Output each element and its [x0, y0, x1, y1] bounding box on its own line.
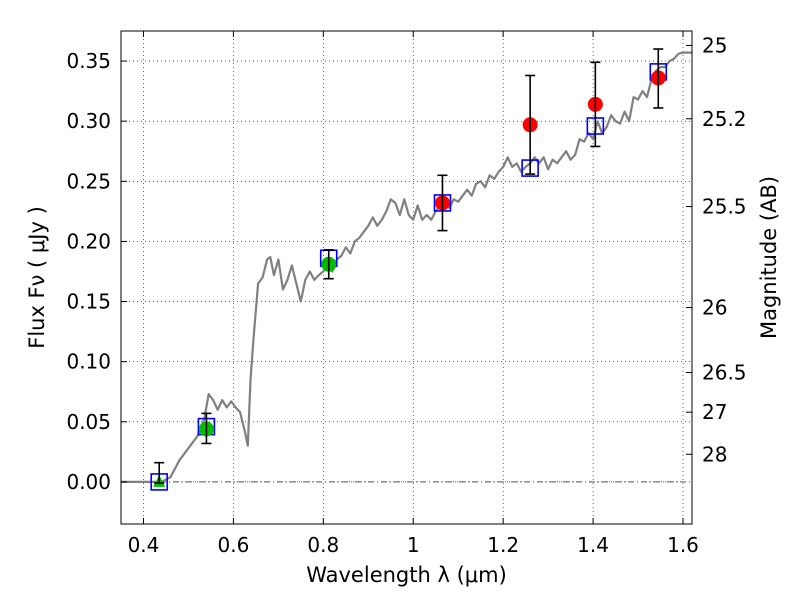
y2-tick-label: 25.2 [702, 107, 747, 131]
y2-tick-label: 25 [702, 33, 727, 57]
error-bar [590, 61, 601, 148]
model-spectrum-line [121, 51, 692, 483]
y-axis-label: Flux Fν ( μJy ) [25, 206, 49, 349]
y2-axis-label: Magnitude (AB) [757, 176, 781, 339]
error-bar [323, 249, 334, 280]
plot-frame [120, 30, 693, 525]
x-axis-label: Wavelength λ (μm) [306, 563, 507, 587]
y-tick-label: 0.30 [66, 109, 111, 133]
y-tick-label: 0.15 [66, 290, 111, 314]
error-bar [201, 412, 212, 445]
x-tick-label: 1 [407, 533, 420, 557]
y-tick-label: 0.25 [66, 169, 111, 193]
y2-tick-label: 28 [702, 442, 727, 466]
error-bar [525, 74, 536, 175]
y-tick-label: 0.10 [66, 350, 111, 374]
y-tick-label: 0.20 [66, 229, 111, 253]
error-bar [154, 461, 165, 484]
x-tick-label: 1.4 [577, 533, 609, 557]
y2-tick-label: 26.5 [702, 360, 747, 384]
x-tick-label: 1.6 [667, 533, 699, 557]
y2-tick-label: 25.5 [702, 195, 747, 219]
y-tick-label: 0.05 [66, 410, 111, 434]
plot-area [121, 48, 692, 491]
grid [121, 31, 692, 524]
y2-tick-label: 26 [702, 296, 727, 320]
x-tick-label: 0.8 [307, 533, 339, 557]
x-tick-label: 1.2 [487, 533, 519, 557]
y-tick-label: 0.35 [66, 49, 111, 73]
y2-tick-label: 27 [702, 400, 727, 424]
axis-ticks: 0.4 0.6 0.8 1 1.2 1.4 1.6 0.00 0.05 0.10 0.15 0.20 0… [66, 31, 747, 557]
error-bar [437, 174, 448, 232]
x-tick-label: 0.6 [217, 533, 249, 557]
y-tick-label: 0.00 [66, 470, 111, 494]
x-tick-label: 0.4 [128, 533, 160, 557]
error-bar [653, 48, 664, 109]
